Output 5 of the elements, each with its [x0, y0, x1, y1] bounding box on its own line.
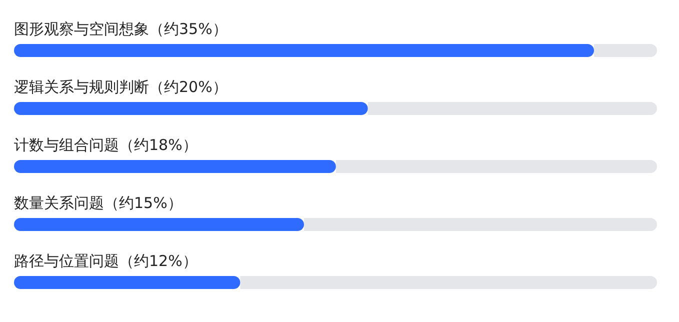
category-label: 逻辑关系与规则判断（约20%）: [14, 78, 228, 96]
category-label: 计数与组合问题（约18%）: [14, 136, 198, 154]
category-label: 图形观察与空间想象（约35%）: [14, 20, 228, 38]
category-label: 数量关系问题（约15%）: [14, 194, 182, 212]
category-label: 路径与位置问题（约12%）: [14, 252, 198, 270]
